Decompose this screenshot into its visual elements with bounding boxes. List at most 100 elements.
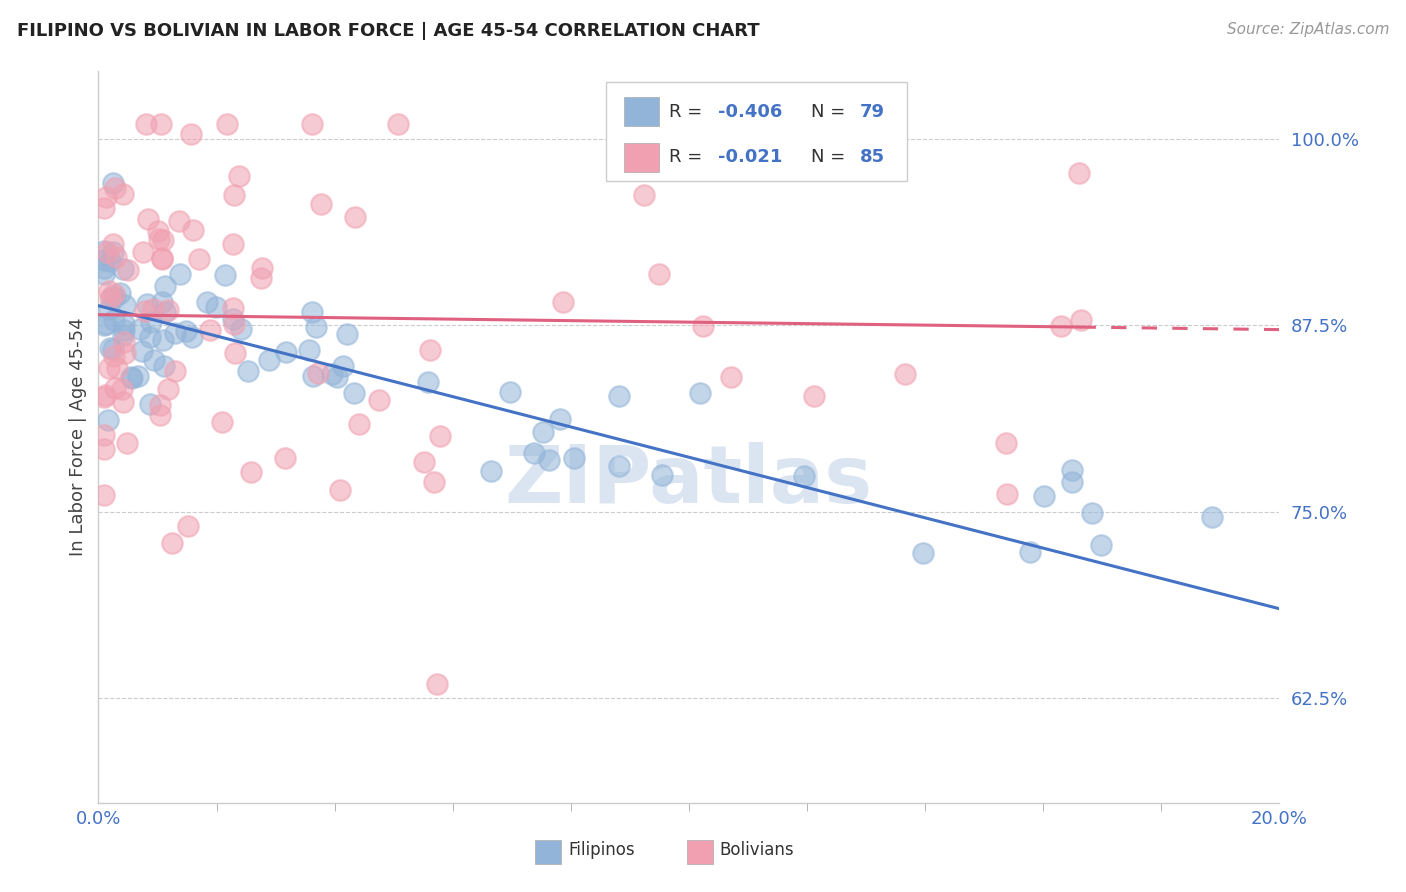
Point [214,268,236,282]
Point [93,260,115,275]
Point [995,487,1018,501]
Point [1067,166,1090,180]
Point [538,453,561,467]
Point [152,233,174,247]
Point [152,359,174,374]
Point [149,408,172,422]
Point [250,271,273,285]
Point [117,436,139,450]
Point [103,287,125,301]
Point [347,417,370,431]
Point [329,483,352,497]
Point [236,364,259,378]
Point [93,318,115,333]
Point [301,369,323,384]
Point [149,398,172,412]
Point [150,252,173,266]
Point [720,369,742,384]
Point [274,345,297,359]
Point [551,294,574,309]
Point [229,322,252,336]
Point [150,294,173,309]
Point [108,286,131,301]
Point [651,468,673,483]
Point [112,334,135,349]
Point [112,323,135,337]
Point [647,267,669,281]
Point [163,363,186,377]
Point [104,181,127,195]
Point [222,301,245,316]
Point [419,343,441,357]
Point [111,394,134,409]
Point [274,451,297,466]
Point [426,677,449,691]
Point [156,302,179,317]
Point [97,284,120,298]
Text: 79: 79 [860,103,886,120]
Point [204,300,226,314]
Point [222,188,245,202]
Point [105,361,128,376]
Point [120,370,142,384]
Point [111,382,134,396]
Point [250,261,273,276]
Point [152,333,174,347]
Point [222,237,245,252]
Point [1060,463,1083,477]
Point [197,295,219,310]
Text: 85: 85 [860,148,886,166]
Point [321,367,343,381]
Point [138,330,160,344]
Point [135,297,157,311]
Point [499,384,522,399]
Point [803,389,825,403]
Point [94,318,117,332]
Point [1062,475,1084,490]
Point [305,320,328,334]
Point [111,262,134,277]
Point [307,367,329,381]
Point [198,323,221,337]
Point [103,237,125,252]
Point [343,385,366,400]
Point [100,341,122,355]
Point [169,267,191,281]
Point [336,326,359,341]
Bar [536,840,561,863]
Point [633,188,655,202]
Point [156,382,179,396]
Point [169,214,191,228]
Point [1019,544,1042,558]
Point [174,324,197,338]
Point [257,353,280,368]
Point [1201,509,1223,524]
Point [413,455,436,469]
Text: Source: ZipAtlas.com: Source: ZipAtlas.com [1226,22,1389,37]
Point [103,349,125,363]
Point [98,291,121,305]
Point [101,342,124,356]
Point [101,177,124,191]
Point [994,436,1017,450]
Point [183,223,205,237]
Point [104,381,127,395]
Point [150,252,173,267]
Text: Bolivians: Bolivians [720,841,794,859]
Point [93,442,115,457]
Point [142,301,165,316]
Point [112,186,135,201]
Point [301,305,323,319]
Point [692,318,714,333]
Point [564,451,586,466]
Point [298,343,321,358]
Point [131,343,153,358]
Point [187,252,209,266]
Point [128,322,150,336]
Point [93,488,115,502]
Point [148,232,170,246]
Point [221,312,243,326]
Text: FILIPINO VS BOLIVIAN IN LABOR FORCE | AGE 45-54 CORRELATION CHART: FILIPINO VS BOLIVIAN IN LABOR FORCE | AG… [17,22,759,40]
Point [479,465,502,479]
Point [143,353,166,368]
